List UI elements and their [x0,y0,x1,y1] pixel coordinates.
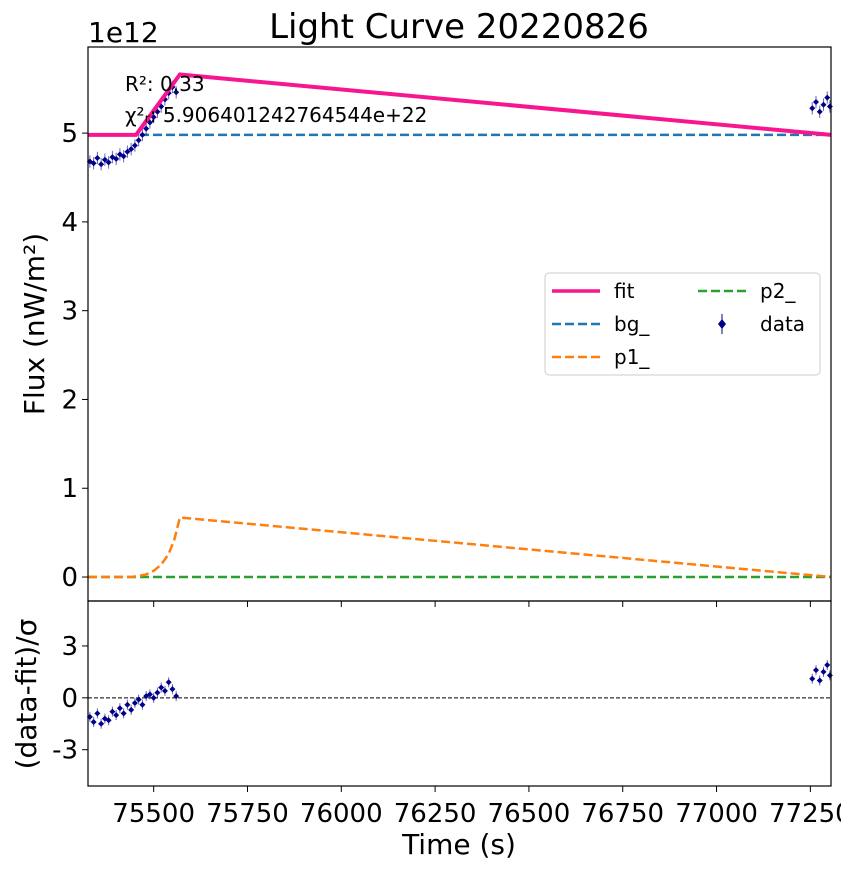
series-line-p1 [88,516,832,579]
residual-point [143,691,150,702]
residual-point [169,684,176,695]
legend-box [544,272,821,376]
x-tick-label: 77250 [769,799,841,829]
data-point [101,153,108,166]
x-tick-label: 77000 [675,799,758,829]
data-point [120,149,127,163]
x-tick-label: 76750 [581,799,664,829]
data-point [139,128,146,142]
fit-annotations: R²: 0.33 χ²ᵣ: 5.906401242764544e+22 [125,72,427,127]
y-tick-label-main: 2 [61,385,78,415]
data-point [824,91,831,104]
residual-point [161,685,168,696]
y-tick-label-residual: 0 [61,684,78,714]
legend-label-fit: fit [614,279,635,303]
residual-point [94,708,101,719]
legend-label-p2: p2_ [760,279,796,303]
residual-point [173,691,180,702]
x-tick-label: 76250 [394,799,477,829]
data-point [173,86,180,99]
chart-title: Light Curve 20220826 [269,7,649,47]
x-tick-label: 75750 [206,799,289,829]
residual-point [113,710,120,721]
data-point [826,100,833,113]
residual-panel: -3 0 3 75500 75750 76000 76250 76500 76750 77000 7… [52,600,841,829]
y-tick-label-main: 0 [61,563,78,593]
legend-label-bg: bg_ [614,312,650,336]
residual-point [158,682,165,693]
legend-label-data: data [760,312,805,336]
residual-point [101,713,108,724]
y-tick-label-main: 3 [61,297,78,327]
y-axis-label-main: Flux (nW/m²) [18,233,51,415]
residual-point [154,687,161,698]
data-point [113,152,120,166]
main-panel: 0 1 2 3 4 5 [61,46,833,607]
r2-annotation: R²: 0.33 [125,72,205,96]
y-tick-label-residual: 3 [61,632,78,662]
data-point [94,151,101,165]
y-offset-label: 1e12 [88,16,159,49]
residual-point [124,699,131,710]
y-axis-label-residual: (data-fit)/σ [10,619,43,770]
residual-point [824,659,831,670]
y-tick-label-main: 5 [61,119,78,149]
series-line-fit [88,72,832,137]
chi2-annotation: χ²ᵣ: 5.906401242764544e+22 [125,103,427,127]
legend-swatch-data [718,314,726,334]
data-point [124,145,131,158]
data-point [135,134,142,147]
residual-point [826,670,833,681]
residual-point [146,689,153,700]
residual-point [139,699,146,710]
residual-plot-frame [87,600,832,787]
data-point [98,157,105,171]
residual-point [116,703,123,714]
residual-point [90,717,97,728]
residual-point [131,698,138,709]
residual-point [816,675,823,686]
data-point [820,98,827,111]
residual-point [105,715,112,726]
residual-point [98,718,105,729]
residual-point [809,673,816,684]
data-point [105,156,112,169]
y-tick-label-residual: -3 [52,736,78,766]
residual-point [820,666,827,677]
data-point [812,95,819,109]
residual-point [120,708,127,719]
x-tick-label: 76500 [488,799,571,829]
residual-point [109,706,116,717]
x-axis-label: Time (s) [401,828,516,861]
residual-point [812,665,819,676]
y-tick-label-main: 4 [61,208,78,238]
data-point [143,122,150,135]
residual-point [165,677,172,688]
data-point [131,139,138,152]
residual-point [135,694,142,705]
residual-point [128,704,135,715]
x-tick-label: 76000 [300,799,383,829]
legend-label-p1: p1_ [614,345,650,369]
data-point [128,142,135,156]
y-tick-label-main: 1 [61,474,78,504]
legend: fit bg_ p1_ p2_ data [544,272,821,376]
data-point [816,105,823,119]
data-point [90,157,97,170]
data-point [809,102,816,115]
x-tick-label: 75500 [112,799,195,829]
residual-point [150,692,157,703]
